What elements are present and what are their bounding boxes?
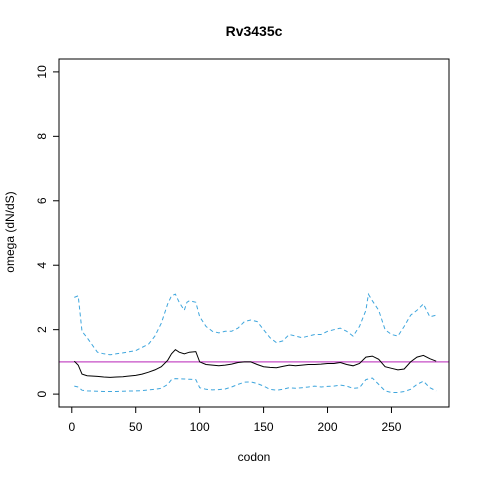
series-line-lower-bound (74, 377, 437, 393)
data-layer (59, 292, 449, 393)
y-tick-label: 0 (35, 390, 49, 397)
x-tick-label: 250 (381, 420, 401, 434)
y-tick-label: 6 (35, 197, 49, 204)
chart-title: Rv3435c (226, 23, 283, 39)
y-tick-label: 10 (35, 65, 49, 79)
y-tick-label: 8 (35, 133, 49, 140)
x-tick-label: 100 (190, 420, 210, 434)
x-tick-label: 0 (68, 420, 75, 434)
series-line-estimate (73, 348, 437, 378)
axis-ticks: 0 50 100 150 200 250 0 2 4 6 8 10 (35, 65, 402, 434)
series-line-upper-bound (74, 292, 437, 356)
y-axis-label: omega (dN/dS) (3, 191, 17, 272)
plot-frame (58, 58, 450, 408)
x-axis-label: codon (238, 450, 271, 464)
x-tick-label: 200 (318, 420, 338, 434)
y-tick-label: 2 (35, 326, 49, 333)
x-tick-label: 50 (129, 420, 143, 434)
y-tick-label: 4 (35, 262, 49, 269)
x-tick-label: 150 (254, 420, 274, 434)
